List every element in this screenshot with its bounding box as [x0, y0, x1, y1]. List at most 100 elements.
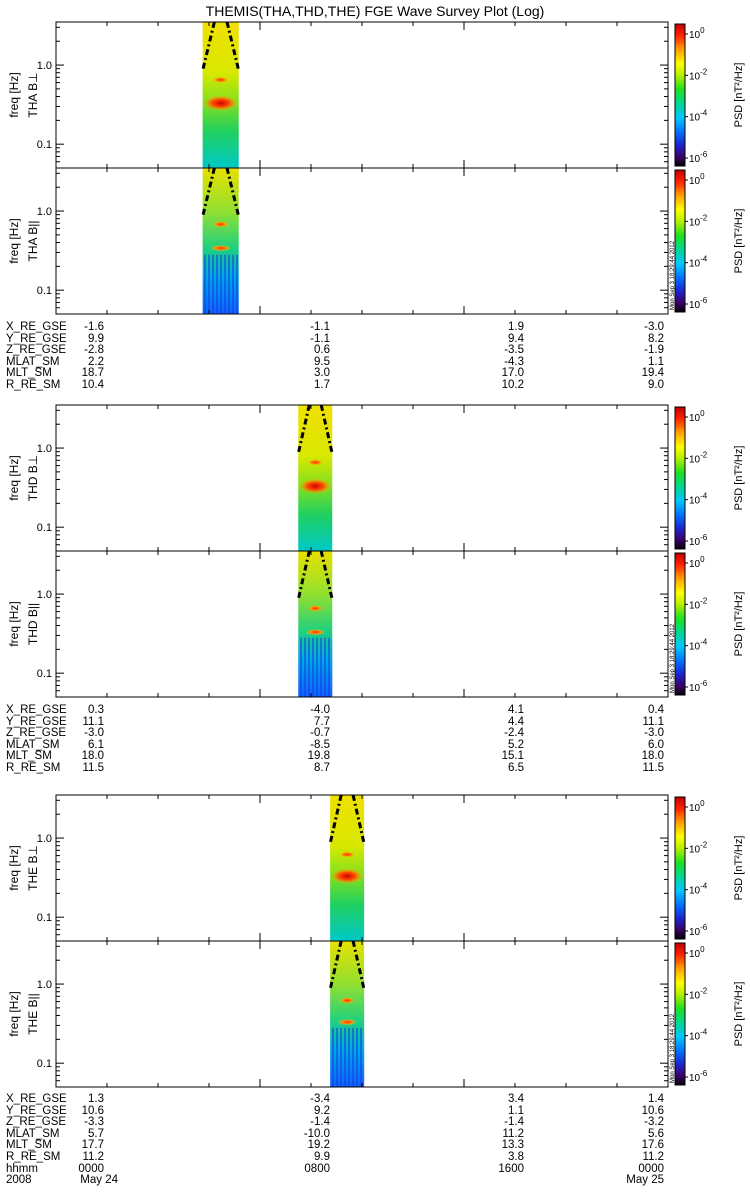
spectrogram-panel: 1.0 0.1 THD B⊥ freq [Hz] 100 10-2 10-4 10-6 PSD …: [7, 404, 745, 552]
ytick-label: 1.0: [37, 979, 52, 991]
panel-ylabel: freq [Hz]: [7, 218, 21, 263]
cutoff-line: [351, 794, 366, 844]
colorbar-tick-label: 10-6: [689, 533, 708, 548]
orbit-value: -3.0: [644, 321, 664, 333]
colorbar: [674, 796, 686, 940]
orbit-value: -1.4: [310, 1116, 330, 1129]
colorbar-tick-label: 10-2: [689, 840, 708, 855]
spectrogram-noise: [298, 637, 333, 697]
orbit-table: X_RE_GSE -1.6 -1.1 1.9 -3.0 Y_RE_GSE 9.9 -1.1 9.…: [6, 321, 666, 392]
cutoff-line: [328, 940, 343, 990]
orbit-value: 9.9: [314, 1150, 330, 1163]
orbit-label: Y_RE_GSE: [6, 1104, 67, 1117]
ytick-label: 1.0: [37, 443, 52, 455]
panel-ylabel: freq [Hz]: [7, 455, 21, 500]
orbit-value: 4.4: [508, 715, 524, 728]
orbit-value: 9.0: [648, 378, 664, 391]
orbit-value: 8.2: [648, 332, 664, 345]
orbit-value: 6.5: [508, 761, 524, 774]
orbit-row: R_RE_SM 11.5 8.7 6.5 11.5: [6, 761, 666, 775]
colorbar-tick-label: 100: [689, 945, 705, 960]
colorbar-tick-label: 10-2: [689, 450, 708, 465]
orbit-label: MLT_SM: [6, 367, 52, 380]
orbit-value: 17.0: [501, 367, 524, 380]
orbit-value: 10.6: [641, 1104, 664, 1117]
orbit-value: 7.7: [314, 715, 330, 728]
timestamp-stamp: Mon Sep 3 18:29:44 2012: [670, 623, 676, 693]
orbit-row: Z_RE_GSE -3.3 -1.4 -1.4 -3.2: [6, 1117, 666, 1129]
time-row: hhmm 0000 0800 1600 0000: [6, 1162, 666, 1176]
time-tick-label: 0000: [638, 1162, 664, 1175]
panel-frame: [55, 21, 669, 169]
orbit-value: 10.6: [81, 1104, 104, 1117]
colorbar: [674, 552, 686, 696]
orbit-value: -3.0: [84, 727, 104, 740]
orbit-value: 18.0: [81, 750, 104, 763]
orbit-value: 1.7: [314, 378, 330, 391]
orbit-value: -1.1: [310, 332, 330, 345]
wave-band: [202, 95, 239, 112]
date-label: May 24: [80, 1174, 118, 1187]
orbit-value: -4.3: [504, 355, 524, 368]
orbit-value: 3.8: [508, 1150, 524, 1163]
colorbar-label: PSD [nT²/Hz]: [733, 209, 745, 274]
timestamp-stamp: Mon Sep 3 18:29:44 2012: [670, 240, 676, 310]
orbit-value: -0.7: [310, 727, 330, 740]
cutoff-line: [319, 404, 334, 454]
wave-band: [337, 1019, 357, 1026]
orbit-value: 9.4: [508, 332, 524, 345]
orbit-value: 10.2: [501, 378, 524, 391]
panel-name: THA B⊥: [26, 72, 40, 117]
time-tick-label: 0800: [304, 1162, 330, 1175]
spectrogram-noise: [330, 1027, 365, 1087]
colorbar-label: PSD [nT²/Hz]: [733, 446, 745, 511]
orbit-value: 18.7: [81, 367, 104, 380]
wave-band: [339, 851, 355, 858]
orbit-label: Z_RE_GSE: [6, 727, 67, 740]
orbit-value: 19.4: [641, 367, 664, 380]
panel-name: THA B||: [26, 221, 40, 262]
orbit-row: Y_RE_GSE 11.1 7.7 4.4 11.1: [6, 715, 666, 729]
orbit-value: -1.4: [504, 1116, 524, 1129]
orbit-value: -8.5: [310, 738, 330, 751]
wave-band: [307, 459, 323, 466]
figure-title: THEMIS(THA,THD,THE) FGE Wave Survey Plot…: [206, 3, 545, 19]
orbit-label: MLAT_SM: [6, 1127, 60, 1140]
orbit-label: MLT_SM: [6, 1139, 52, 1152]
orbit-label: R_RE_SM: [6, 1150, 61, 1163]
orbit-label: MLAT_SM: [6, 355, 60, 368]
orbit-value: 17.6: [641, 1139, 664, 1152]
orbit-value: -3.4: [310, 1093, 330, 1105]
panel-ylabel: freq [Hz]: [7, 991, 21, 1036]
orbit-label: R_RE_SM: [6, 761, 61, 774]
panel-name: THD B||: [26, 603, 40, 645]
ytick-label: 1.0: [37, 589, 52, 601]
cutoff-line: [319, 550, 334, 600]
ytick-label: 1.0: [37, 833, 52, 845]
colorbar: [674, 169, 686, 313]
orbit-label: MLAT_SM: [6, 738, 60, 751]
orbit-value: 1.1: [648, 355, 664, 368]
orbit-value: -3.2: [644, 1116, 664, 1129]
spectrogram-panel: 1.0 0.1 THA B|| freq [Hz] 100 10-2 10-4 10-6 PSD…: [7, 167, 745, 315]
colorbar-tick-label: 10-2: [689, 596, 708, 611]
orbit-table: X_RE_GSE 1.3 -3.4 3.4 1.4 Y_RE_GSE 10.6 9.2 1.1 1…: [6, 1093, 666, 1187]
cutoff-line: [296, 404, 311, 454]
year-label: 2008: [6, 1174, 32, 1187]
panel-name: THD B⊥: [26, 455, 40, 501]
orbit-value: -2.8: [84, 344, 104, 357]
panel-name: THE B||: [26, 993, 40, 1035]
panel-ylabel: freq [Hz]: [7, 72, 21, 117]
wave-band: [298, 478, 333, 495]
orbit-value: 13.3: [501, 1139, 524, 1152]
orbit-label: Y_RE_GSE: [6, 715, 67, 728]
orbit-value: 5.7: [88, 1127, 104, 1140]
orbit-label: Z_RE_GSE: [6, 1116, 67, 1129]
ytick-label: 0.1: [37, 285, 52, 297]
wave-band: [330, 868, 365, 885]
orbit-row: Y_RE_GSE 10.6 9.2 1.1 10.6: [6, 1104, 666, 1118]
orbit-value: -10.0: [303, 1127, 330, 1140]
orbit-value: 1.9: [508, 321, 524, 333]
colorbar: [674, 23, 686, 167]
